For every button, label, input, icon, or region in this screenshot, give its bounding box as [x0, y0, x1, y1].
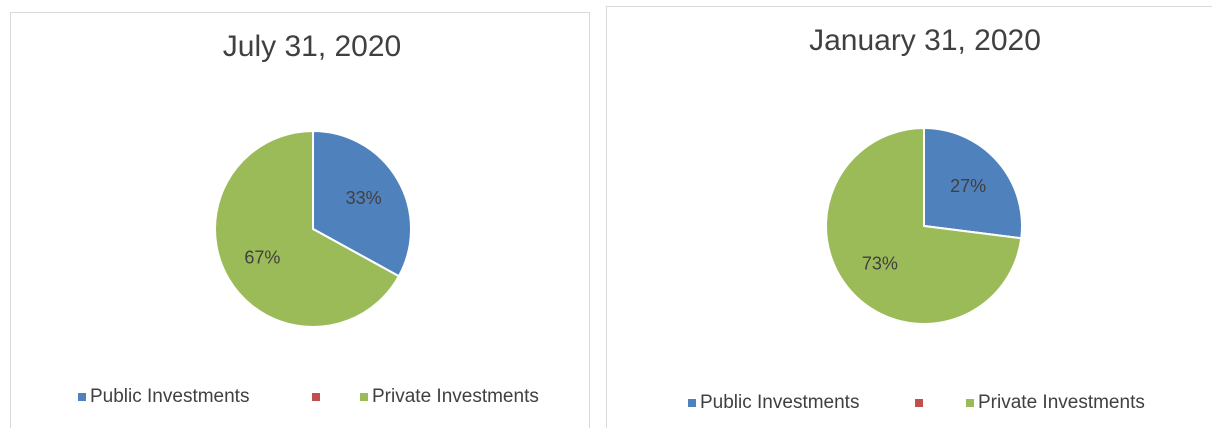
- legend-label: Private Investments: [372, 386, 539, 407]
- legend-marker: [966, 399, 974, 407]
- legend-label: Public Investments: [700, 392, 859, 413]
- legend-label: Public Investments: [90, 386, 249, 407]
- chart-title: January 31, 2020: [809, 24, 1041, 57]
- pie-slice: [923, 126, 1023, 240]
- legend-marker: [915, 399, 923, 407]
- legend-label: Private Investments: [978, 392, 1145, 413]
- legend-marker: [360, 393, 368, 401]
- data-label: 73%: [862, 254, 898, 274]
- data-label: 67%: [244, 248, 280, 268]
- pie-slice: [214, 129, 401, 328]
- data-label: 27%: [950, 176, 986, 196]
- pie-slice: [825, 126, 1023, 325]
- chart-title: July 31, 2020: [223, 30, 401, 63]
- data-label: 33%: [346, 188, 382, 208]
- legend-marker: [78, 393, 86, 401]
- legend-marker: [312, 393, 320, 401]
- legend-marker: [688, 399, 696, 407]
- pie-slice: [312, 129, 412, 278]
